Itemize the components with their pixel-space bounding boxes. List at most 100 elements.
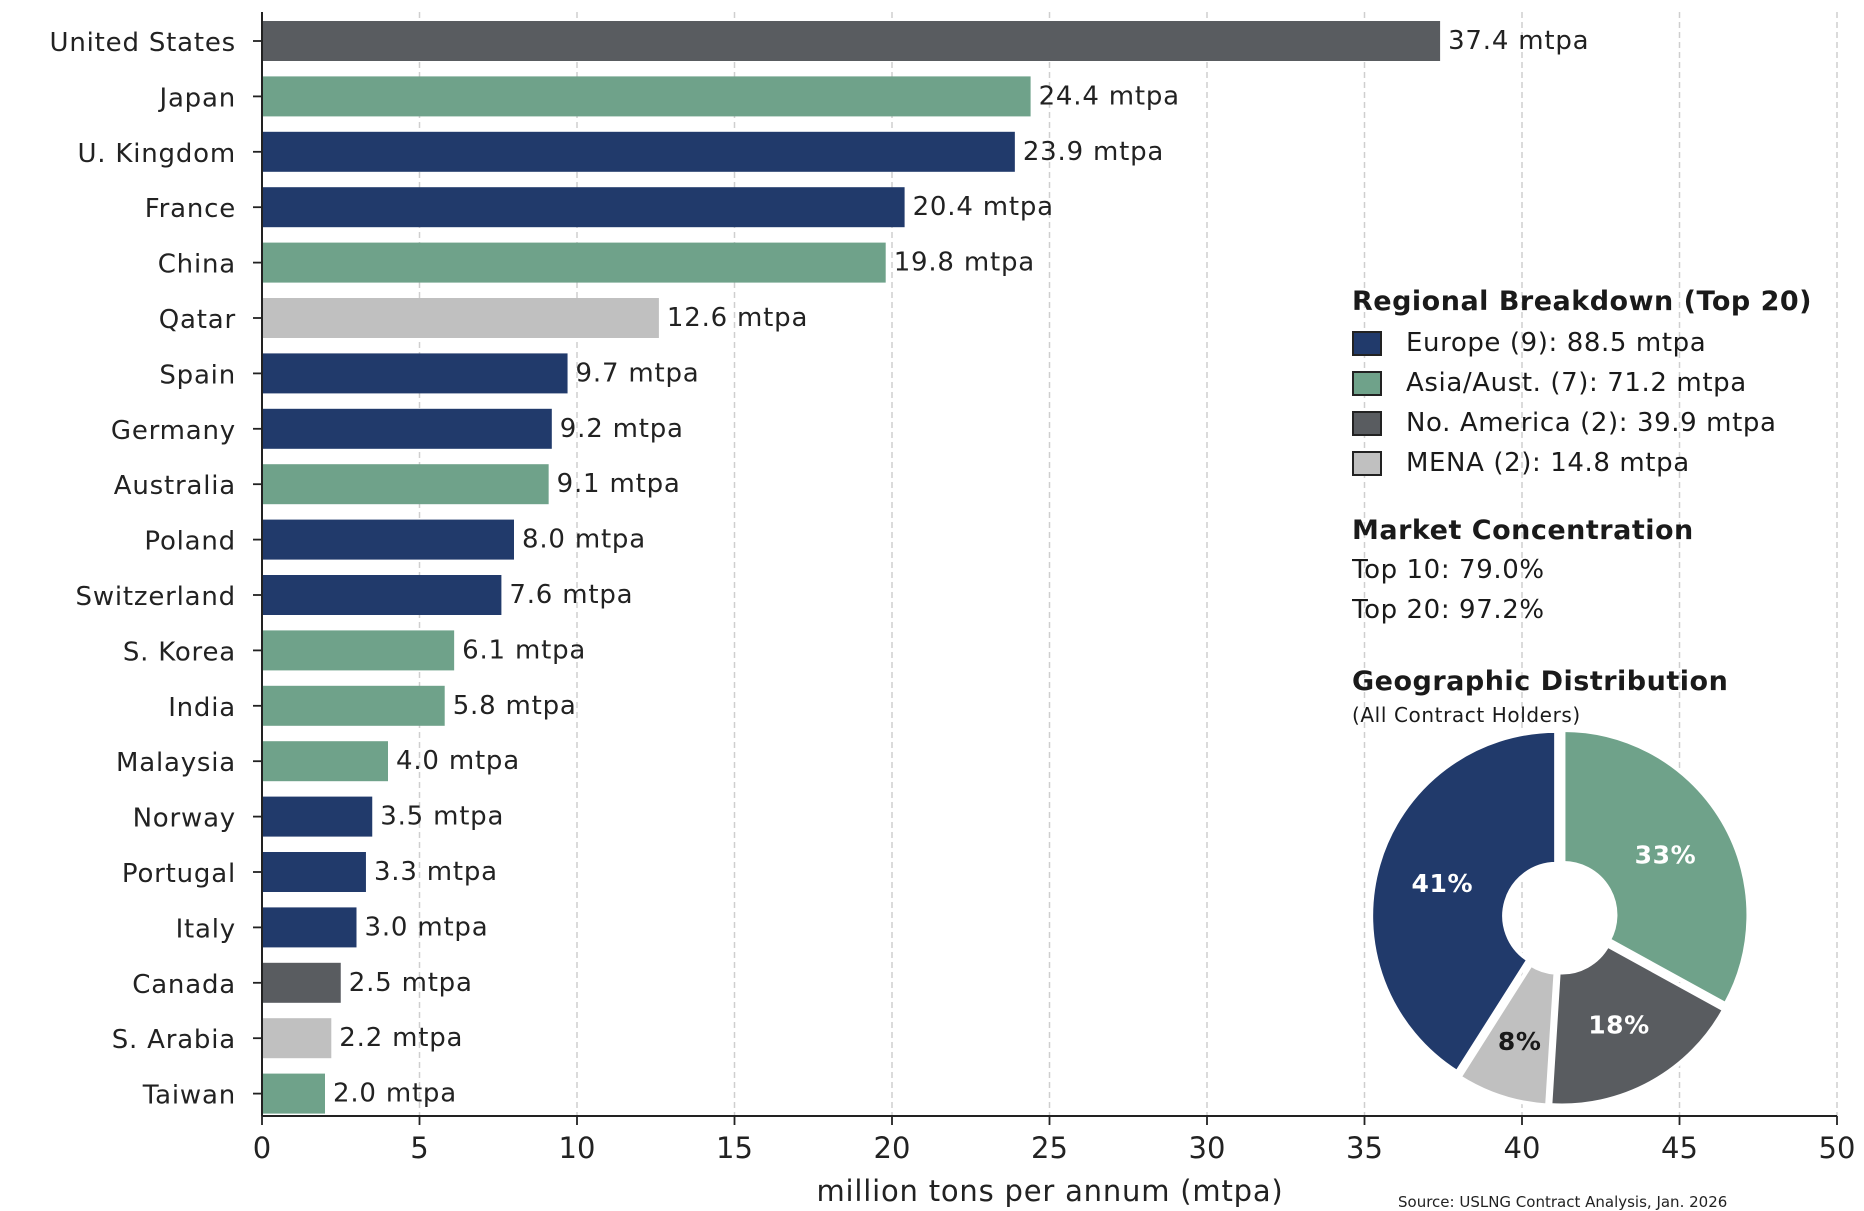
data-label: 2.0 mtpa — [333, 1079, 457, 1109]
y-tick-label: S. Arabia — [112, 1025, 236, 1055]
regional-breakdown-title: Regional Breakdown (Top 20) — [1352, 286, 1813, 317]
top10-share: Top 10: 79.0% — [1352, 555, 1545, 585]
bar — [262, 298, 659, 338]
legend-item-europe: Europe (9): 88.5 mtpa — [1352, 323, 1862, 363]
y-tick-label: Norway — [133, 804, 236, 834]
legend-label: MENA (2): 14.8 mtpa — [1406, 448, 1690, 478]
data-label: 9.1 mtpa — [557, 469, 681, 499]
legend-swatch-europe — [1352, 330, 1382, 356]
legend-item-asia: Asia/Aust. (7): 71.2 mtpa — [1352, 363, 1862, 403]
bar — [262, 187, 905, 228]
x-tick-label: 40 — [1504, 1131, 1541, 1165]
x-tick-label: 5 — [410, 1131, 428, 1165]
bar-series — [262, 21, 1441, 1114]
data-label: 37.4 mtpa — [1448, 26, 1589, 56]
bar — [262, 242, 886, 283]
y-tick-label: Malaysia — [116, 748, 236, 778]
legend-label: Europe (9): 88.5 mtpa — [1406, 328, 1707, 358]
y-tick-label: India — [168, 693, 236, 723]
data-label: 4.0 mtpa — [396, 746, 520, 776]
pie-slice — [1561, 727, 1751, 1007]
bar — [262, 852, 366, 892]
side-panel: Regional Breakdown (Top 20) Europe (9): … — [1352, 286, 1862, 727]
geographic-distribution-subtitle: (All Contract Holders) — [1352, 703, 1581, 727]
value-labels: 37.4 mtpa 24.4 mtpa 23.9 mtpa 20.4 mtpa 19.8… — [333, 26, 1589, 1109]
bar — [262, 353, 568, 394]
data-label: 20.4 mtpa — [913, 192, 1054, 222]
y-tick-label: Switzerland — [76, 582, 236, 612]
bar — [262, 1073, 325, 1114]
category-labels: United States Japan U. Kingdom France China Q… — [50, 28, 236, 1111]
y-tick-label: Portugal — [122, 859, 236, 889]
y-tick-label: Germany — [111, 416, 236, 446]
data-label: 19.8 mtpa — [894, 248, 1035, 278]
y-tick-label: Canada — [132, 970, 236, 1000]
market-concentration-title: Market Concentration — [1352, 515, 1694, 546]
y-tick-label: U. Kingdom — [77, 139, 236, 169]
x-tick-label: 50 — [1819, 1131, 1856, 1165]
y-tick-label: S. Korea — [123, 637, 236, 667]
pie-slice — [1456, 961, 1558, 1108]
x-tick-label: 10 — [559, 1131, 596, 1165]
data-label: 9.7 mtpa — [576, 358, 700, 388]
x-tick-label: 35 — [1346, 1131, 1383, 1165]
axes: 0 5 10 15 20 25 30 35 40 45 50 — [253, 12, 1856, 1165]
legend-item-mena: MENA (2): 14.8 mtpa — [1352, 443, 1862, 483]
y-tick-label: Qatar — [159, 305, 236, 335]
data-label: 8.0 mtpa — [522, 525, 646, 555]
bar — [262, 741, 388, 782]
x-tick-label: 20 — [874, 1131, 911, 1165]
top20-share: Top 20: 97.2% — [1352, 595, 1545, 625]
bar — [262, 1018, 332, 1059]
bar — [262, 962, 341, 1003]
geographic-distribution-title: Geographic Distribution — [1352, 666, 1729, 697]
legend-label: Asia/Aust. (7): 71.2 mtpa — [1406, 368, 1747, 398]
pie-slice — [1548, 942, 1727, 1108]
y-tick-label: Taiwan — [142, 1081, 236, 1111]
y-tick-label: China — [158, 250, 236, 280]
data-label: 24.4 mtpa — [1039, 81, 1180, 111]
bar — [262, 21, 1441, 61]
bar — [262, 76, 1031, 117]
legend-swatch-asia — [1352, 370, 1382, 396]
legend-label: No. America (2): 39.9 mtpa — [1406, 408, 1777, 438]
pie-slice-label: 33% — [1635, 841, 1697, 870]
bar — [262, 630, 455, 671]
y-tick-label: Australia — [114, 471, 236, 501]
y-tick-label: United States — [50, 28, 236, 58]
y-tick-label: Poland — [144, 527, 236, 557]
bar — [262, 575, 502, 615]
bar — [262, 519, 514, 560]
x-axis-label: million tons per annum (mtpa) — [816, 1174, 1283, 1208]
pie-slice-label: 41% — [1412, 869, 1474, 898]
source-note: Source: USLNG Contract Analysis, Jan. 20… — [1398, 1193, 1728, 1211]
data-label: 6.1 mtpa — [462, 635, 586, 665]
data-label: 12.6 mtpa — [667, 303, 808, 333]
legend-swatch-mena — [1352, 450, 1382, 476]
x-tick-label: 15 — [716, 1131, 753, 1165]
data-label: 3.5 mtpa — [380, 802, 504, 832]
donut-chart: 41% 33% 18% 8% — [1369, 727, 1751, 1108]
pie-slice — [1369, 728, 1559, 1075]
data-label: 9.2 mtpa — [560, 414, 684, 444]
data-label: 23.9 mtpa — [1023, 137, 1164, 167]
x-tick-label: 45 — [1661, 1131, 1698, 1165]
data-label: 2.2 mtpa — [339, 1023, 463, 1053]
bar — [262, 408, 552, 449]
bar — [262, 131, 1015, 172]
x-tick-label: 0 — [253, 1131, 271, 1165]
data-label: 3.0 mtpa — [365, 912, 489, 942]
y-tick-label: Japan — [157, 83, 236, 113]
bar — [262, 796, 373, 837]
bar — [262, 907, 357, 948]
bar — [262, 464, 549, 505]
pie-slice-label: 18% — [1588, 1010, 1650, 1039]
bar — [262, 685, 445, 726]
data-label: 2.5 mtpa — [349, 968, 473, 998]
data-label: 5.8 mtpa — [453, 691, 577, 721]
pie-slice-label: 8% — [1498, 1027, 1542, 1056]
legend-item-north-america: No. America (2): 39.9 mtpa — [1352, 403, 1862, 443]
y-tick-label: Spain — [159, 360, 236, 390]
legend-swatch-north-america — [1352, 410, 1382, 436]
